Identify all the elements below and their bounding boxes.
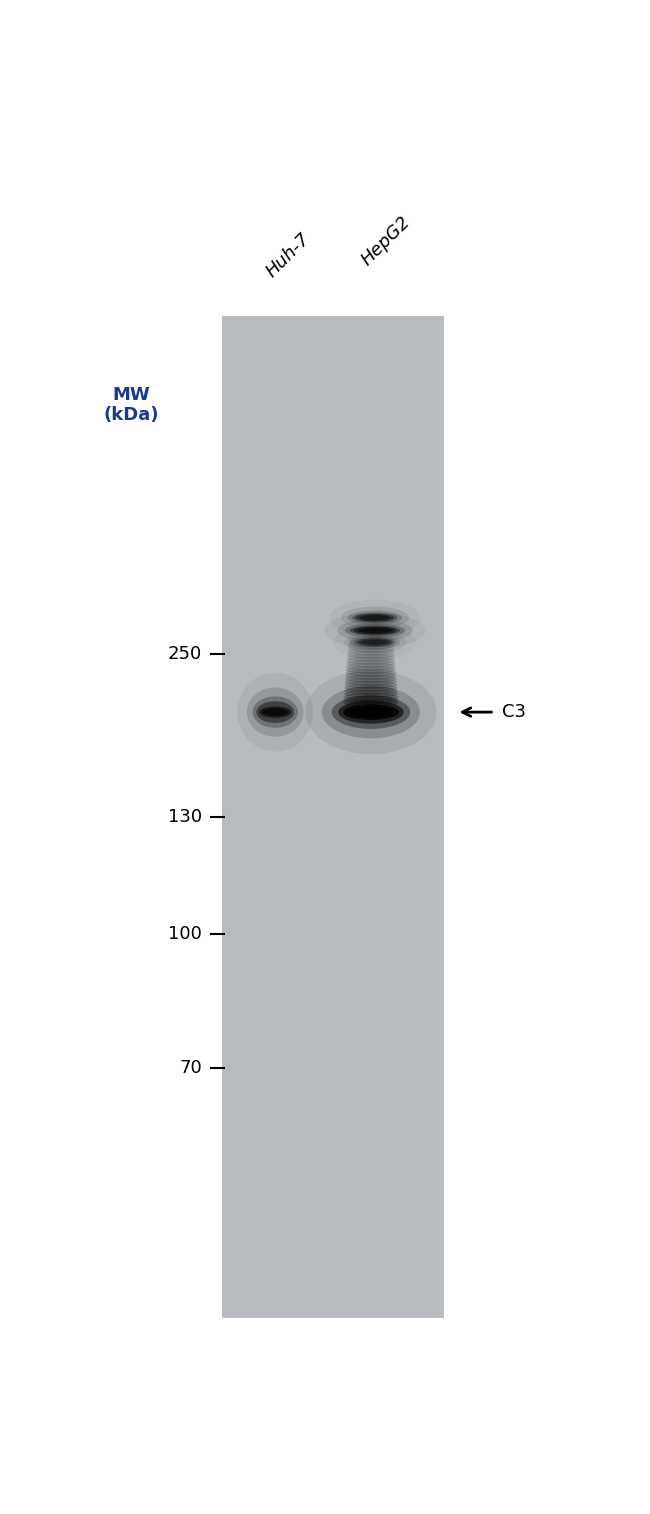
Ellipse shape [263, 709, 288, 716]
Ellipse shape [354, 637, 396, 646]
Ellipse shape [348, 642, 394, 650]
Ellipse shape [356, 613, 394, 622]
Ellipse shape [358, 639, 393, 646]
Ellipse shape [344, 693, 398, 701]
Ellipse shape [344, 687, 398, 695]
Ellipse shape [344, 684, 397, 692]
Ellipse shape [347, 651, 395, 659]
Ellipse shape [344, 624, 405, 637]
Ellipse shape [237, 672, 313, 751]
Text: C3: C3 [502, 702, 526, 721]
Ellipse shape [348, 610, 402, 625]
Ellipse shape [343, 704, 398, 721]
Ellipse shape [345, 678, 397, 686]
Ellipse shape [341, 607, 409, 628]
Ellipse shape [348, 645, 395, 653]
Text: HepG2: HepG2 [358, 213, 415, 269]
Ellipse shape [247, 687, 304, 737]
Ellipse shape [346, 654, 395, 662]
Text: Huh-7: Huh-7 [263, 230, 313, 280]
Ellipse shape [350, 634, 400, 650]
Ellipse shape [346, 663, 396, 671]
Ellipse shape [346, 657, 395, 665]
FancyBboxPatch shape [222, 316, 444, 1319]
Text: 130: 130 [168, 808, 202, 827]
Ellipse shape [354, 627, 396, 634]
Ellipse shape [343, 696, 398, 704]
Ellipse shape [322, 686, 420, 739]
Ellipse shape [338, 701, 404, 724]
Ellipse shape [344, 681, 397, 689]
Ellipse shape [253, 696, 298, 728]
Ellipse shape [337, 619, 413, 642]
Text: 70: 70 [179, 1058, 202, 1076]
Ellipse shape [352, 613, 398, 622]
Ellipse shape [361, 639, 389, 645]
Ellipse shape [345, 672, 396, 680]
Ellipse shape [259, 707, 291, 718]
Text: MW
(kDa): MW (kDa) [104, 386, 159, 424]
Ellipse shape [350, 625, 400, 636]
Ellipse shape [256, 701, 294, 724]
Ellipse shape [344, 690, 398, 698]
Ellipse shape [348, 707, 393, 718]
Ellipse shape [359, 615, 391, 621]
Ellipse shape [344, 631, 406, 654]
Ellipse shape [345, 675, 396, 683]
Ellipse shape [332, 695, 410, 728]
Text: 100: 100 [168, 925, 202, 943]
Ellipse shape [348, 636, 394, 643]
Ellipse shape [358, 628, 392, 633]
Ellipse shape [346, 666, 396, 674]
Ellipse shape [346, 669, 396, 677]
Ellipse shape [348, 639, 394, 646]
Ellipse shape [347, 648, 395, 656]
Ellipse shape [343, 698, 398, 707]
Ellipse shape [306, 671, 436, 754]
Ellipse shape [346, 660, 396, 668]
Text: 250: 250 [168, 645, 202, 663]
